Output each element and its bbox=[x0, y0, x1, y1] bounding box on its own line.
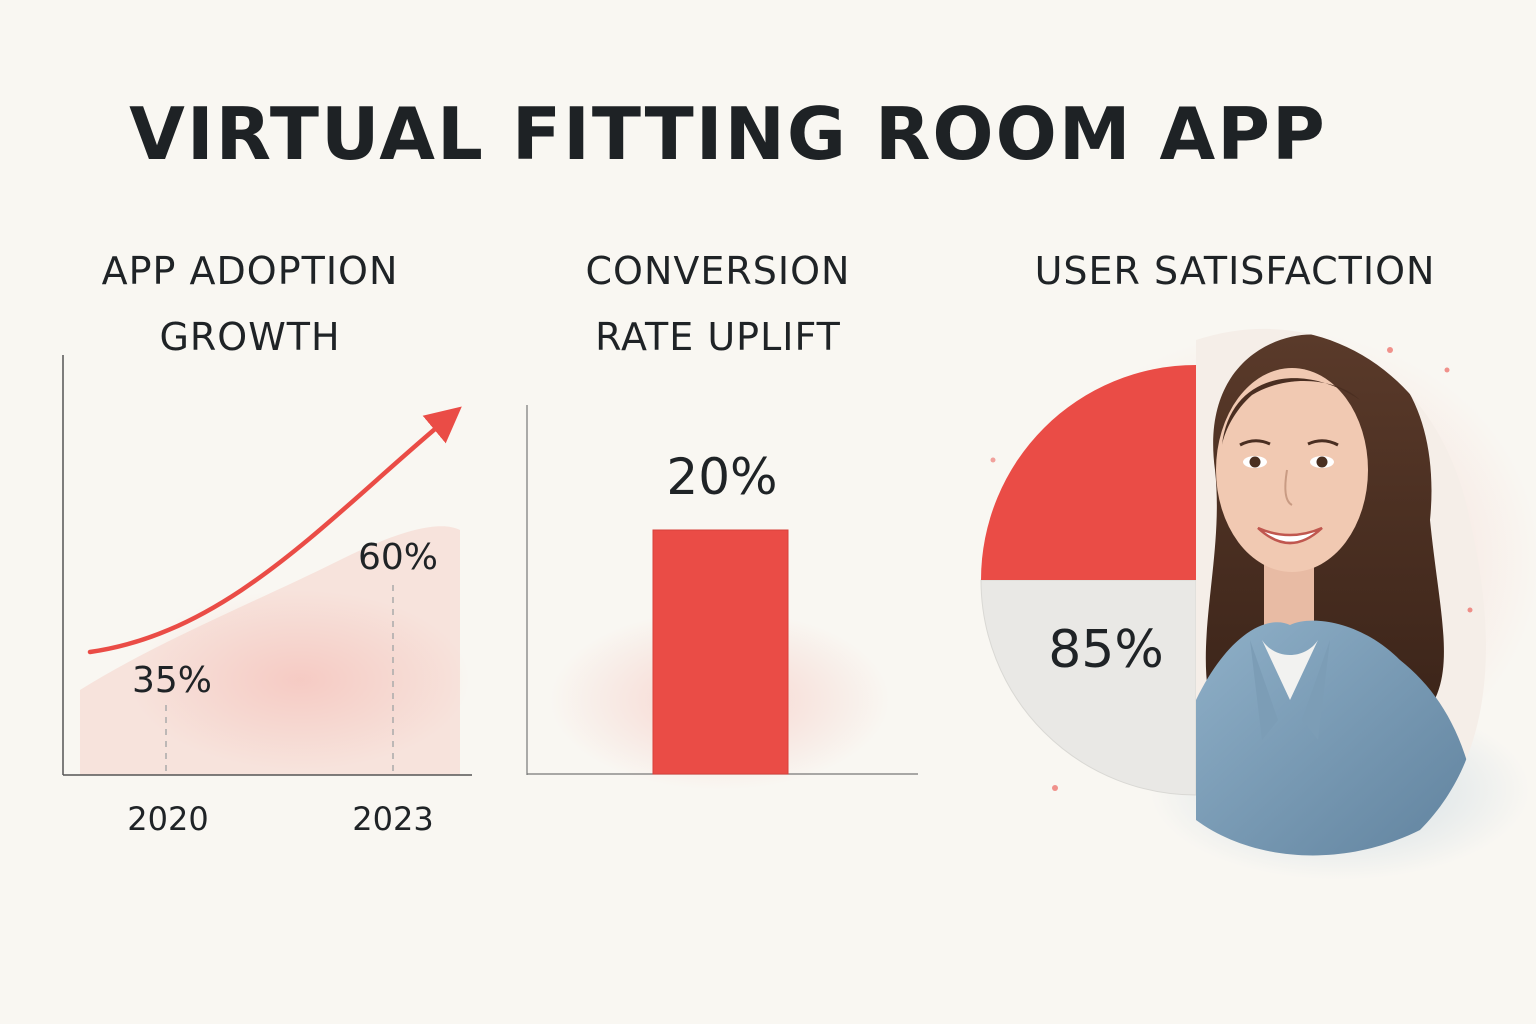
satisfaction-title-line-1: USER SATISFACTION bbox=[1034, 249, 1436, 293]
satisfaction-slice-satisfied bbox=[980, 579, 1197, 796]
satisfaction-data-label: 85% bbox=[1048, 620, 1164, 680]
adoption-x-tick-2023: 2023 bbox=[352, 800, 433, 838]
adoption-trend-line bbox=[87, 406, 462, 655]
adoption-data-label-2020: 35% bbox=[132, 660, 212, 701]
adoption-chart: 35% 60% 2020 2023 bbox=[62, 355, 472, 838]
paint-speck bbox=[1052, 785, 1058, 791]
satisfaction-chart: 85% bbox=[980, 328, 1536, 880]
page-title: VIRTUAL FITTING ROOM APP bbox=[129, 92, 1327, 176]
adoption-x-tick-2020: 2020 bbox=[127, 800, 208, 838]
conversion-data-label: 20% bbox=[666, 448, 777, 506]
adoption-title-line-2: GROWTH bbox=[159, 315, 341, 359]
conversion-chart: 20% bbox=[526, 405, 918, 790]
paint-speck bbox=[1467, 607, 1473, 613]
conversion-title-line-2: RATE UPLIFT bbox=[595, 315, 841, 359]
adoption-chart-title: APP ADOPTION GROWTH bbox=[60, 238, 440, 370]
adoption-wash-blob bbox=[130, 590, 470, 770]
conversion-bar bbox=[652, 529, 789, 775]
satisfaction-slice-other bbox=[981, 365, 1196, 580]
adoption-title-line-1: APP ADOPTION bbox=[101, 249, 399, 293]
paint-speck bbox=[1444, 367, 1450, 373]
paint-speck bbox=[1387, 347, 1393, 353]
conversion-chart-title: CONVERSION RATE UPLIFT bbox=[528, 238, 908, 370]
adoption-data-label-2023: 60% bbox=[358, 537, 438, 578]
satisfaction-chart-title: USER SATISFACTION bbox=[1000, 238, 1470, 304]
conversion-title-line-1: CONVERSION bbox=[585, 249, 851, 293]
paint-speck bbox=[990, 457, 996, 463]
